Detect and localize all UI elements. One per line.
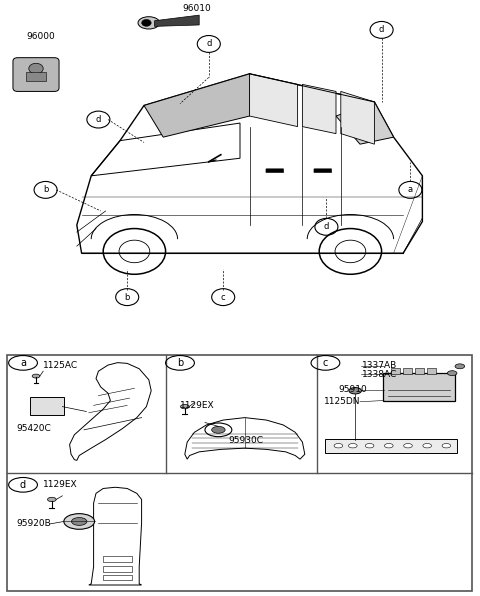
Circle shape <box>455 364 465 369</box>
Circle shape <box>334 443 343 448</box>
Text: d: d <box>324 222 329 231</box>
FancyBboxPatch shape <box>266 169 284 173</box>
Text: b: b <box>43 185 48 194</box>
FancyBboxPatch shape <box>30 398 64 415</box>
Circle shape <box>29 63 43 74</box>
Polygon shape <box>144 74 250 137</box>
Bar <box>103 557 132 562</box>
Text: 95930C: 95930C <box>228 436 263 445</box>
FancyBboxPatch shape <box>427 368 436 374</box>
Circle shape <box>142 19 151 26</box>
Polygon shape <box>302 85 336 134</box>
FancyBboxPatch shape <box>403 368 412 374</box>
Circle shape <box>349 387 361 394</box>
Text: 1337AB: 1337AB <box>362 361 397 370</box>
Bar <box>26 72 46 81</box>
Text: b: b <box>124 293 130 302</box>
Circle shape <box>212 426 225 433</box>
Text: 96000: 96000 <box>26 32 55 42</box>
FancyBboxPatch shape <box>415 368 424 374</box>
Circle shape <box>348 443 357 448</box>
Text: 96010: 96010 <box>182 4 211 13</box>
Text: d: d <box>20 480 26 490</box>
Text: 1125AC: 1125AC <box>43 361 78 370</box>
Circle shape <box>180 405 189 409</box>
Text: d: d <box>206 39 212 48</box>
Polygon shape <box>341 91 374 144</box>
Text: a: a <box>20 358 26 368</box>
FancyBboxPatch shape <box>383 373 455 401</box>
Circle shape <box>64 514 95 529</box>
Ellipse shape <box>138 17 159 29</box>
FancyBboxPatch shape <box>325 439 457 452</box>
Circle shape <box>423 443 432 448</box>
FancyBboxPatch shape <box>13 58 59 91</box>
Text: d: d <box>379 26 384 35</box>
Polygon shape <box>155 15 199 26</box>
Circle shape <box>72 517 87 526</box>
Text: a: a <box>408 185 413 194</box>
Text: d: d <box>96 115 101 124</box>
Circle shape <box>442 443 451 448</box>
FancyBboxPatch shape <box>314 169 332 173</box>
Bar <box>103 575 132 580</box>
Text: 1125DN: 1125DN <box>324 397 360 406</box>
Circle shape <box>447 371 457 375</box>
Circle shape <box>48 497 56 502</box>
Text: c: c <box>323 358 328 368</box>
Polygon shape <box>250 74 298 126</box>
Text: c: c <box>221 293 226 302</box>
Text: 95420C: 95420C <box>17 424 51 433</box>
Text: 1129EX: 1129EX <box>180 401 215 410</box>
Polygon shape <box>336 102 394 144</box>
Text: 95920B: 95920B <box>17 519 51 529</box>
Bar <box>103 566 132 572</box>
Text: 1129EX: 1129EX <box>43 480 78 489</box>
Text: b: b <box>177 358 183 368</box>
Circle shape <box>365 443 374 448</box>
Text: 1338AC: 1338AC <box>362 370 397 380</box>
Circle shape <box>32 374 40 378</box>
Circle shape <box>384 443 393 448</box>
Text: 95910: 95910 <box>338 385 367 394</box>
FancyBboxPatch shape <box>391 368 400 374</box>
Circle shape <box>404 443 412 448</box>
